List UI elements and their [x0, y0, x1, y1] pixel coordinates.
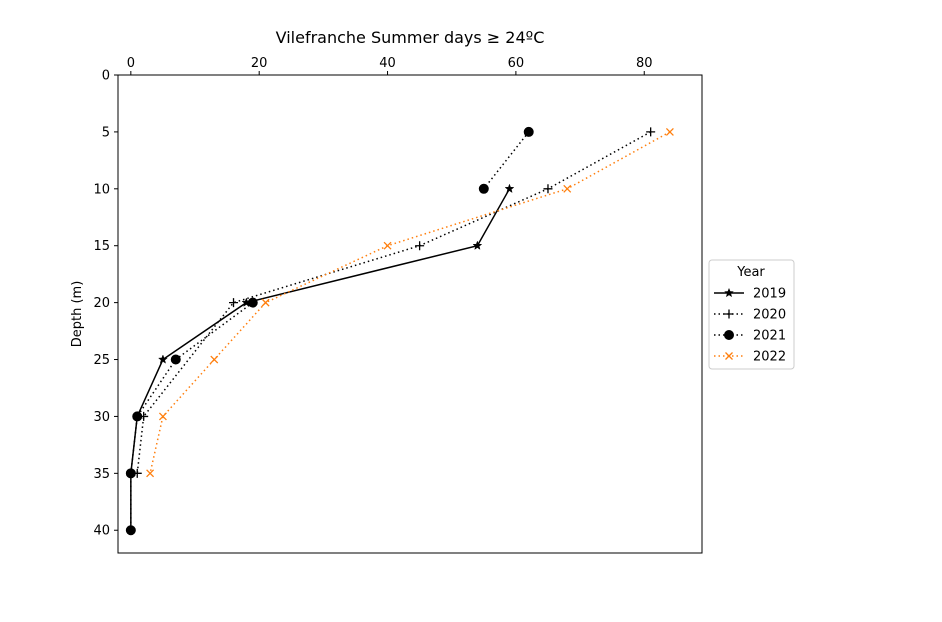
series-line-2021 — [483, 131, 530, 190]
legend-label-2021: 2021 — [753, 329, 786, 344]
x-tick-label: 20 — [251, 56, 268, 71]
axes: 0 20 40 60 80 0 5 10 15 20 25 30 35 40 — [93, 56, 703, 554]
data-point-2022 — [158, 412, 167, 421]
series-line-2022 — [149, 131, 671, 474]
data-point-2022 — [146, 469, 155, 478]
data-point-2022 — [261, 298, 270, 307]
legend-marker-2021 — [724, 330, 734, 340]
legend: Year 2019 2020 2021 2022 — [708, 259, 795, 370]
legend-label-2020: 2020 — [753, 308, 786, 323]
data-point-2021 — [125, 525, 136, 536]
y-tick-label: 20 — [93, 296, 110, 311]
legend-label-2019: 2019 — [753, 287, 786, 302]
data-point-2019 — [504, 183, 515, 194]
plot-area — [125, 126, 674, 536]
axes-frame — [117, 74, 703, 554]
data-point-2022 — [665, 127, 674, 136]
y-tick-label: 35 — [93, 467, 110, 482]
series-2019 — [125, 183, 515, 535]
legend-box — [708, 259, 795, 370]
x-tick-label: 40 — [379, 56, 396, 71]
legend-marker-2022 — [725, 352, 733, 360]
y-tick-label: 5 — [102, 125, 110, 140]
data-point-2022 — [383, 241, 392, 250]
series-line-2020 — [136, 131, 652, 474]
legend-label-2022: 2022 — [753, 350, 786, 365]
y-axis-label: Depth (m) — [70, 281, 85, 348]
data-point-2020 — [543, 184, 553, 194]
y-tick-label: 30 — [93, 410, 110, 425]
series-2021 — [125, 126, 534, 536]
data-point-2021 — [125, 468, 136, 479]
data-point-2020 — [229, 298, 239, 308]
data-point-2021 — [478, 183, 489, 194]
y-tick-label: 15 — [93, 239, 110, 254]
y-tick-label: 25 — [93, 353, 110, 368]
x-tick-label: 80 — [636, 56, 653, 71]
x-tick-label: 0 — [127, 56, 135, 71]
data-point-2019 — [472, 240, 483, 250]
legend-marker-2019 — [724, 287, 734, 298]
y-tick-label: 0 — [102, 69, 110, 84]
data-point-2020 — [646, 127, 656, 137]
data-point-2021 — [132, 411, 143, 422]
data-point-2021 — [247, 297, 258, 308]
data-point-2019 — [157, 354, 168, 364]
legend-title: Year — [736, 265, 765, 280]
data-point-2021 — [170, 354, 181, 365]
legend-marker-2020 — [724, 309, 734, 319]
chart-title: Vilefranche Summer days ≥ 24ºC — [276, 28, 545, 47]
data-point-2021 — [523, 126, 534, 137]
series-line-2021 — [130, 302, 254, 531]
y-tick-label: 40 — [93, 524, 110, 539]
series-2022 — [146, 127, 674, 478]
y-tick-label: 10 — [93, 182, 110, 197]
series-line-2019 — [130, 188, 511, 531]
x-tick-label: 60 — [508, 56, 525, 71]
data-point-2022 — [563, 184, 572, 193]
series-2020 — [132, 127, 656, 478]
data-point-2022 — [210, 355, 219, 364]
data-point-2020 — [415, 241, 425, 251]
